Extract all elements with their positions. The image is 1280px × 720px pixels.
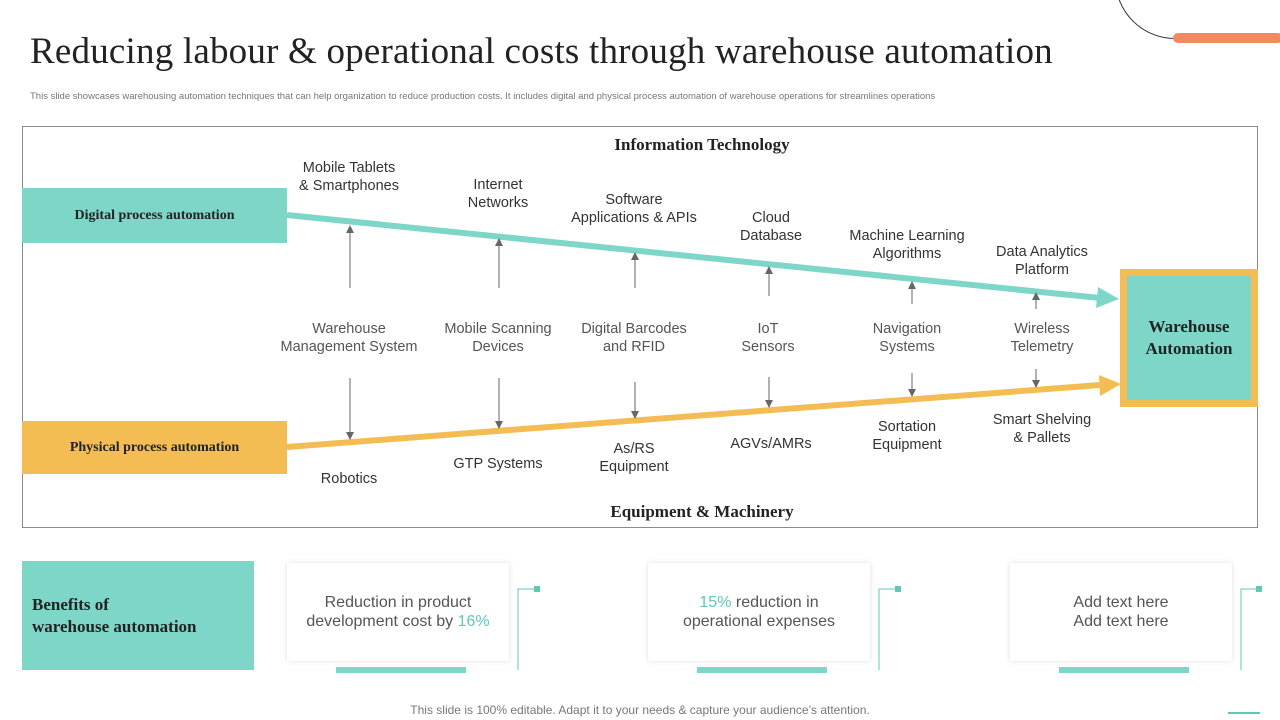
- card-connector-dot-2: [895, 586, 901, 592]
- benefit-card-1: Reduction in product development cost by…: [287, 563, 509, 661]
- mid-item-iot-sensors: IoT Sensors: [741, 321, 795, 355]
- mid-item-barcodes-rfid: Digital Barcodes and RFID: [581, 321, 687, 355]
- top-item-cloud-database: Cloud Database: [739, 210, 803, 244]
- footer-note: This slide is 100% editable. Adapt it to…: [410, 703, 870, 717]
- card-connector-dot-1: [534, 586, 540, 592]
- benefit-card-3-bar: [1059, 667, 1189, 673]
- card-connector-dot-3: [1256, 586, 1262, 592]
- bottom-item-smart-shelving: Smart Shelving & Pallets: [992, 412, 1092, 446]
- bottom-item-robotics: Robotics: [320, 471, 378, 487]
- physical-automation-arrow-head: [1099, 375, 1121, 396]
- decorative-accent-bar: [1173, 33, 1280, 43]
- bottom-item-agvs-amrs: AGVs/AMRs: [730, 436, 812, 452]
- benefits-heading-box: Benefits of warehouse automation: [22, 561, 254, 670]
- mid-item-wireless-telemetry: Wireless Telemetry: [1010, 321, 1074, 355]
- page-subtitle: This slide showcases warehousing automat…: [30, 91, 936, 102]
- bottom-item-asrs-equipment: As/RS Equipment: [599, 441, 669, 475]
- top-item-software-apis: Software Applications & APIs: [571, 192, 697, 226]
- top-item-data-analytics: Data Analytics Platform: [996, 244, 1088, 278]
- benefit-card-2-highlight: 15%: [699, 594, 732, 611]
- card-connector-3: [1240, 588, 1258, 670]
- digital-automation-arrow-line: [286, 212, 1101, 301]
- information-technology-heading: Information Technology: [614, 135, 790, 154]
- mid-item-wms: Warehouse Management System: [280, 321, 418, 355]
- benefit-card-2: 15% reduction in operational expenses: [648, 563, 870, 661]
- mid-item-navigation-systems: Navigation Systems: [872, 321, 942, 355]
- card-connector-1: [517, 588, 535, 670]
- equipment-machinery-heading: Equipment & Machinery: [610, 502, 794, 521]
- card-connector-2: [878, 588, 896, 670]
- decorative-corner-dash: [1228, 712, 1260, 714]
- warehouse-automation-line2: Automation: [1145, 339, 1233, 358]
- top-item-machine-learning: Machine Learning Algorithms: [849, 228, 965, 262]
- top-item-mobile-tablets: Mobile Tablets & Smartphones: [299, 160, 399, 194]
- digital-process-automation-label: Digital process automation: [74, 207, 235, 223]
- benefits-heading-line1: Benefits of: [32, 594, 109, 614]
- page-title: Reducing labour & operational costs thro…: [30, 31, 1053, 72]
- top-item-internet-networks: Internet Networks: [467, 177, 529, 211]
- physical-process-automation-label: Physical process automation: [69, 439, 240, 455]
- benefit-card-1-highlight: 16%: [457, 613, 490, 630]
- benefit-card-1-bar: [336, 667, 466, 673]
- bottom-item-gtp-systems: GTP Systems: [453, 456, 543, 472]
- benefit-card-2-bar: [697, 667, 827, 673]
- benefit-card-3: Add text here Add text here: [1010, 563, 1232, 661]
- warehouse-automation-box: Warehouse Automation: [1127, 276, 1251, 400]
- physical-automation-arrow-line: [286, 382, 1101, 450]
- benefits-heading-line2: warehouse automation: [32, 616, 197, 636]
- warehouse-automation-line1: Warehouse: [1148, 317, 1230, 336]
- mid-item-mobile-scanning: Mobile Scanning Devices: [444, 321, 552, 355]
- bottom-item-sortation-equipment: Sortation Equipment: [872, 419, 942, 453]
- physical-process-automation-box: Physical process automation: [22, 421, 287, 474]
- digital-automation-arrow-head: [1096, 287, 1119, 308]
- digital-process-automation-box: Digital process automation: [22, 188, 287, 243]
